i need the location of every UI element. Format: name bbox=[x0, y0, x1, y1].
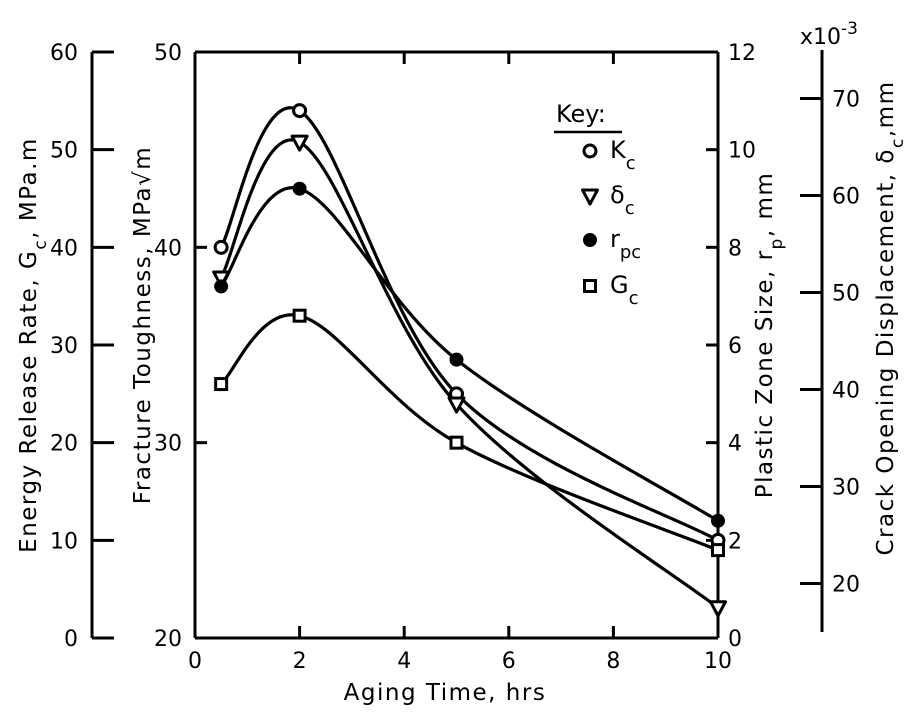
Kc-tick-label: 20 bbox=[154, 627, 182, 652]
dc-point bbox=[212, 270, 231, 288]
legend-label-1: Kc bbox=[610, 136, 636, 174]
Gc-tick-label: 40 bbox=[50, 236, 78, 261]
Gc-series-line bbox=[219, 313, 719, 552]
rp-tick-label: 4 bbox=[728, 432, 742, 457]
rp-series-line bbox=[219, 186, 719, 523]
Kc-point bbox=[213, 239, 229, 255]
x-tick-label: 8 bbox=[606, 649, 620, 674]
legend-label-3: rpc bbox=[610, 225, 641, 263]
legend: Key:Kc δc rpc Gc bbox=[554, 100, 641, 309]
legend-marker-2 bbox=[581, 188, 599, 206]
dc-point bbox=[709, 600, 727, 618]
x-tick-label: 10 bbox=[704, 649, 732, 674]
Gc-tick-label: 50 bbox=[50, 139, 78, 164]
rp-point bbox=[214, 279, 229, 294]
x-tick-label: 4 bbox=[397, 649, 411, 674]
legend-marker-4 bbox=[583, 279, 597, 293]
dc-tick-label: 20 bbox=[832, 573, 860, 598]
Gc-point bbox=[449, 435, 464, 450]
dc-series-line bbox=[219, 138, 719, 610]
markers-layer bbox=[212, 103, 727, 618]
Kc-series-line bbox=[219, 106, 719, 542]
dc-tick-label: 40 bbox=[832, 379, 860, 404]
legend-label-4: Gc bbox=[610, 271, 639, 309]
rp-point bbox=[449, 352, 464, 367]
x-tick-label: 2 bbox=[293, 649, 307, 674]
rp-tick-label: 12 bbox=[728, 41, 756, 66]
Gc-point bbox=[292, 308, 307, 323]
Gc-tick-label: 10 bbox=[50, 529, 78, 554]
rp-tick-label: 0 bbox=[728, 627, 742, 652]
rp-tick-label: 2 bbox=[728, 529, 742, 554]
x-axis-title: Aging Time, hrs bbox=[344, 680, 547, 706]
Kc-tick-label: 50 bbox=[154, 41, 182, 66]
rp-point bbox=[711, 513, 725, 528]
Kc-tick-label: 40 bbox=[154, 236, 182, 261]
dc-point bbox=[447, 396, 466, 414]
Gc-axis-title: Energy Release Rate, Gc, MPa.m bbox=[16, 137, 51, 553]
Gc-tick-label: 30 bbox=[50, 334, 78, 359]
Gc-tick-label: 0 bbox=[64, 627, 78, 652]
Kc-tick-label: 30 bbox=[154, 432, 182, 457]
dc-axis-title: Crack Opening Displacement, δc,mm bbox=[873, 81, 908, 556]
Kc-point bbox=[292, 103, 308, 119]
Gc-point bbox=[214, 377, 229, 392]
rp-axis-title: Plastic Zone Size, rp, mm bbox=[752, 172, 787, 499]
dc-tick-label: 50 bbox=[832, 282, 860, 307]
legend-marker-3 bbox=[583, 233, 597, 247]
Kc-axis-title: Fracture Toughness, MPa√m bbox=[130, 146, 156, 504]
dc-tick-label: 70 bbox=[832, 88, 860, 113]
dc-axis-multiplier: x10-3 bbox=[800, 19, 858, 50]
dc-tick-label: 30 bbox=[832, 476, 860, 501]
dc-tick-label: 60 bbox=[832, 185, 860, 210]
dc-point bbox=[290, 134, 309, 152]
legend-label-2: δc bbox=[610, 181, 635, 219]
x-tick-label: 0 bbox=[188, 649, 202, 674]
rp-tick-label: 8 bbox=[728, 236, 742, 261]
Gc-tick-label: 20 bbox=[50, 432, 78, 457]
rp-tick-label: 10 bbox=[728, 139, 756, 164]
curves-layer bbox=[219, 106, 719, 610]
legend-title: Key: bbox=[556, 100, 606, 128]
rp-tick-label: 6 bbox=[728, 334, 742, 359]
x-tick-label: 6 bbox=[502, 649, 516, 674]
Gc-point bbox=[711, 543, 725, 558]
rp-point bbox=[292, 181, 307, 196]
legend-marker-1 bbox=[582, 143, 598, 159]
Gc-tick-label: 60 bbox=[50, 41, 78, 66]
